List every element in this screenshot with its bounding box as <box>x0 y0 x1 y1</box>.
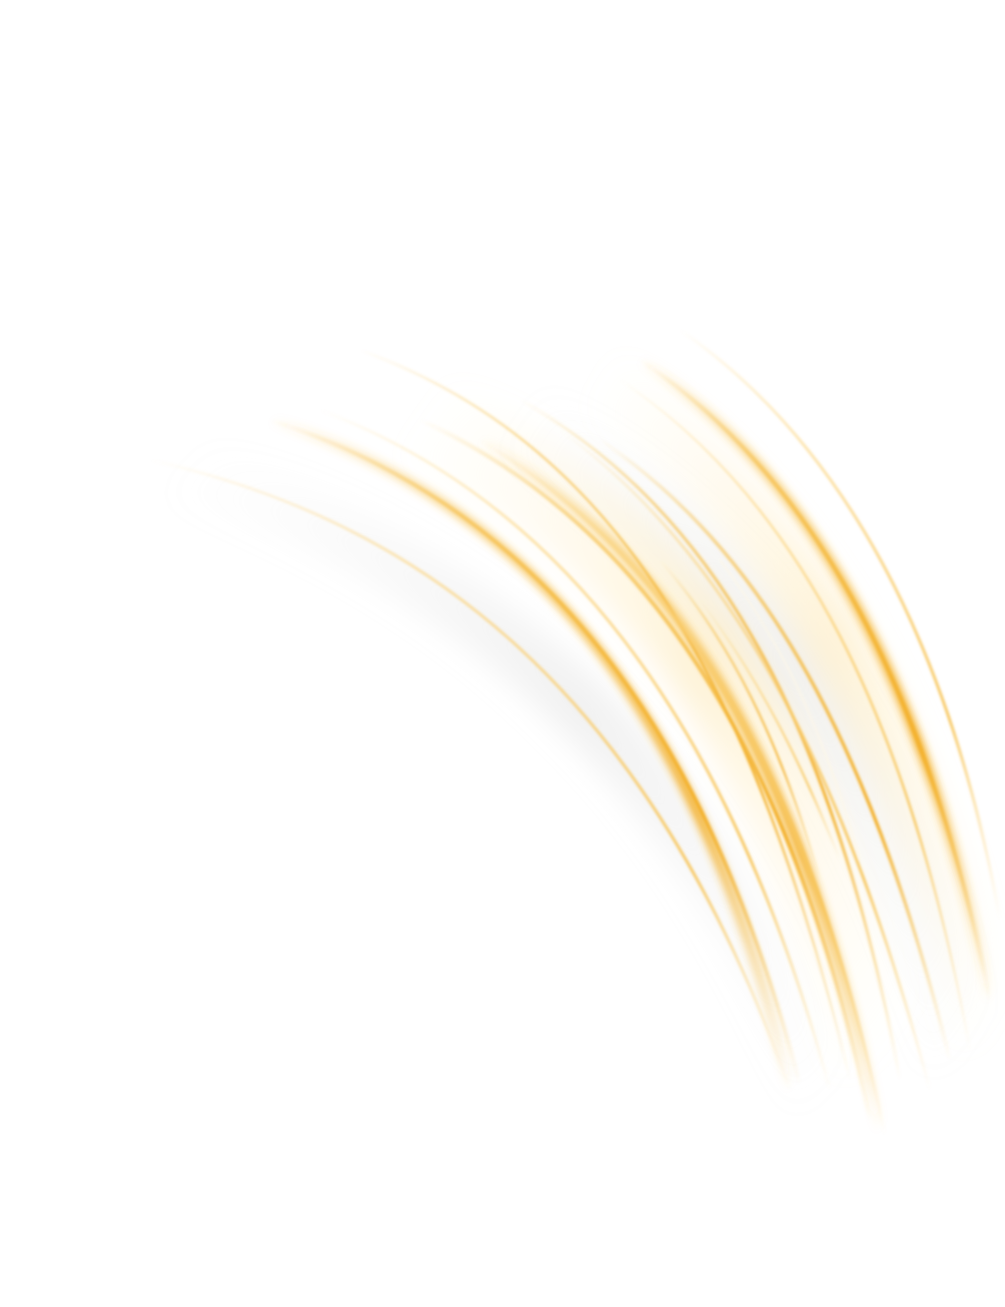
canvas <box>148 328 1005 1137</box>
light-streaks-graphic <box>148 328 1005 1137</box>
